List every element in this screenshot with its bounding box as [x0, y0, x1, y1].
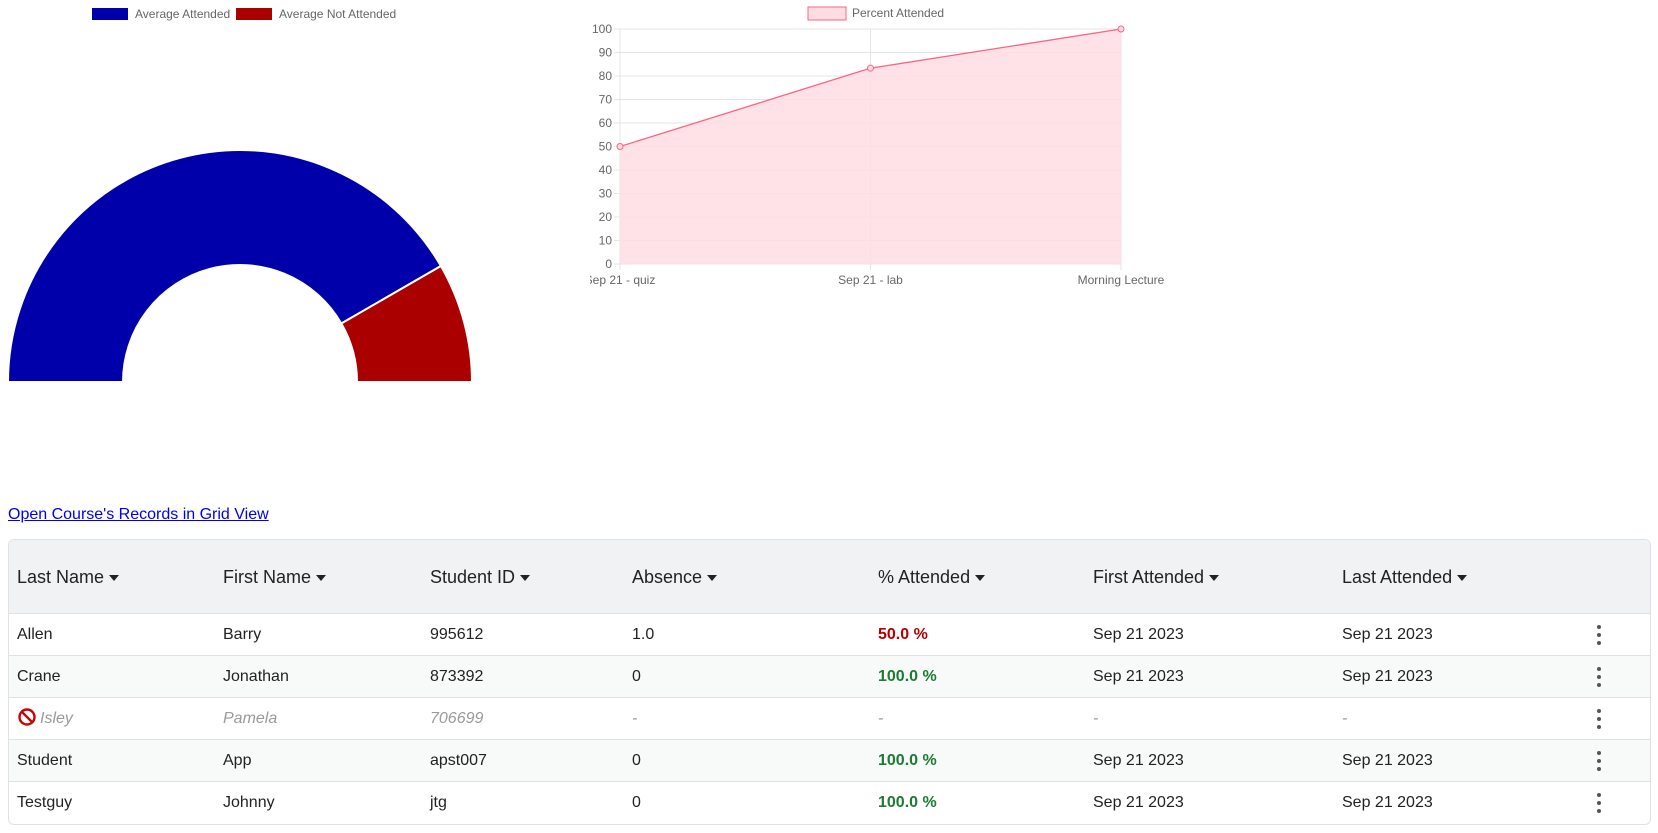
caret-down-icon: [707, 575, 718, 582]
caret-down-icon: [1209, 575, 1220, 582]
table-row: Allen Barry 995612 1.0 50.0 % Sep 21 202…: [9, 614, 1650, 656]
legend-label: Percent Attended: [852, 6, 944, 20]
caret-down-icon: [520, 575, 531, 582]
attendance-doughnut-chart: Average Attended Average Not Attended: [6, 7, 474, 383]
table-row: Testguy Johnny jtg 0 100.0 % Sep 21 2023…: [9, 782, 1650, 824]
cell-last-attended: Sep 21 2023: [1342, 626, 1433, 643]
caret-down-icon: [316, 575, 327, 582]
caret-down-icon: [1457, 575, 1468, 582]
cell-first-name: Jonathan: [223, 668, 289, 685]
y-tick-label: 70: [599, 93, 613, 107]
cell-student-id: apst007: [430, 752, 487, 769]
cell-last-name: Testguy: [17, 794, 73, 811]
cell-last-name: Isley: [17, 698, 73, 739]
doughnut-slice: [6, 149, 443, 383]
cell-last-name: Student: [17, 752, 73, 769]
header-label: First Name: [223, 567, 312, 587]
row-menu-icon[interactable]: [1587, 698, 1611, 739]
cell-student-id: 995612: [430, 626, 484, 643]
open-grid-view-link[interactable]: Open Course's Records in Grid View: [8, 506, 269, 523]
cell-percent-attended: 100.0 %: [878, 752, 937, 769]
table-header: Last Name First Name Student ID Absence …: [9, 540, 1650, 614]
cell-first-attended: Sep 21 2023: [1093, 668, 1184, 685]
y-tick-label: 80: [599, 69, 613, 83]
data-point: [1117, 25, 1125, 33]
legend-swatch: [92, 8, 128, 20]
header-label: Last Name: [17, 567, 105, 587]
header-label: Student ID: [430, 567, 516, 587]
cell-percent-attended: 100.0 %: [878, 668, 937, 685]
cell-first-name: Johnny: [223, 794, 275, 811]
y-tick-label: 30: [599, 187, 613, 201]
last-name-text: Isley: [40, 710, 73, 727]
sort-percent-attended[interactable]: % Attended: [878, 540, 986, 614]
cell-first-attended: Sep 21 2023: [1093, 626, 1184, 643]
y-tick-label: 20: [599, 210, 613, 224]
y-tick-label: 90: [599, 46, 613, 60]
row-menu-icon[interactable]: [1587, 740, 1611, 781]
cell-first-attended: Sep 21 2023: [1093, 752, 1184, 769]
y-tick-label: 0: [605, 257, 612, 271]
cell-last-attended: Sep 21 2023: [1342, 752, 1433, 769]
sort-absence[interactable]: Absence: [632, 540, 718, 614]
cell-last-attended: Sep 21 2023: [1342, 668, 1433, 685]
sort-last-name[interactable]: Last Name: [17, 540, 120, 614]
y-tick-label: 100: [592, 22, 612, 36]
sort-first-attended[interactable]: First Attended: [1093, 540, 1220, 614]
y-tick-label: 50: [599, 140, 613, 154]
caret-down-icon: [109, 575, 120, 582]
y-tick-label: 60: [599, 116, 613, 130]
cell-last-name: Allen: [17, 626, 53, 643]
cell-last-attended: Sep 21 2023: [1342, 794, 1433, 811]
student-records-table: Last Name First Name Student ID Absence …: [8, 539, 1651, 825]
y-tick-label: 40: [599, 163, 613, 177]
row-menu-icon[interactable]: [1587, 656, 1611, 697]
sort-first-name[interactable]: First Name: [223, 540, 327, 614]
ban-icon: [18, 708, 36, 726]
legend-label: Average Attended: [135, 7, 230, 21]
sort-student-id[interactable]: Student ID: [430, 540, 531, 614]
header-label: First Attended: [1093, 567, 1205, 587]
cell-first-name: Barry: [223, 626, 262, 643]
x-tick-label: Sep 21 - quiz: [590, 273, 655, 287]
x-tick-label: Morning Lecture: [1078, 273, 1165, 287]
cell-first-name: App: [223, 752, 252, 769]
cell-student-id: 873392: [430, 668, 484, 685]
row-menu-icon[interactable]: [1587, 614, 1611, 655]
data-point: [867, 64, 874, 72]
cell-absence: 0: [632, 668, 641, 685]
legend-swatch: [236, 8, 272, 20]
doughnut-slice: [339, 264, 474, 383]
cell-absence: 0: [632, 794, 641, 811]
cell-last-name: Crane: [17, 668, 61, 685]
cell-last-attended: -: [1342, 710, 1348, 727]
table-row: Crane Jonathan 873392 0 100.0 % Sep 21 2…: [9, 656, 1650, 698]
sort-last-attended[interactable]: Last Attended: [1342, 540, 1468, 614]
cell-percent-attended: 50.0 %: [878, 626, 928, 643]
cell-first-name: Pamela: [223, 710, 278, 727]
data-point: [616, 143, 624, 150]
cell-absence: 0: [632, 752, 641, 769]
caret-down-icon: [975, 575, 986, 582]
table-row: Student App apst007 0 100.0 % Sep 21 202…: [9, 740, 1650, 782]
header-label: Last Attended: [1342, 567, 1453, 587]
header-label: Absence: [632, 567, 703, 587]
cell-first-attended: -: [1093, 710, 1099, 727]
cell-first-attended: Sep 21 2023: [1093, 794, 1184, 811]
header-label: % Attended: [878, 567, 971, 587]
y-tick-label: 10: [599, 234, 613, 248]
percent-attended-line-chart: Percent Attended 0 10 20 30 40 50 60 70 80 90 100 Se…: [590, 6, 1165, 287]
cell-student-id: 706699: [430, 710, 484, 727]
cell-percent-attended: 100.0 %: [878, 794, 937, 811]
cell-student-id: jtg: [430, 794, 447, 811]
cell-absence: -: [632, 710, 638, 727]
row-menu-icon[interactable]: [1587, 782, 1611, 823]
table-row: Isley Pamela 706699 - - - -: [9, 698, 1650, 740]
legend-swatch: [807, 6, 847, 21]
x-tick-label: Sep 21 - lab: [838, 273, 903, 287]
cell-percent-attended: -: [878, 710, 884, 727]
legend-label: Average Not Attended: [279, 7, 396, 21]
cell-absence: 1.0: [632, 626, 655, 643]
series-area: [620, 29, 1121, 264]
